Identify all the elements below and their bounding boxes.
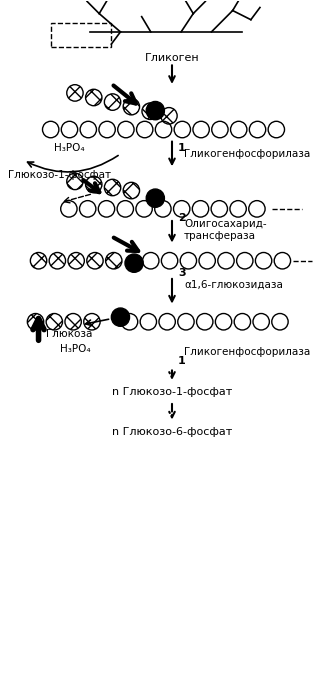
Circle shape <box>68 253 84 269</box>
Circle shape <box>123 98 139 115</box>
Text: Глюкоза: Глюкоза <box>46 329 92 339</box>
Text: α1,6-глюкозидаза: α1,6-глюкозидаза <box>184 280 283 290</box>
Circle shape <box>125 254 143 272</box>
Circle shape <box>111 308 129 326</box>
Circle shape <box>104 179 121 195</box>
Text: H₃PO₄: H₃PO₄ <box>53 143 84 153</box>
Text: Глюкозо-1-фосфат: Глюкозо-1-фосфат <box>8 171 111 181</box>
Text: Гликогенфосфорилаза: Гликогенфосфорилаза <box>184 347 310 357</box>
Circle shape <box>86 89 102 106</box>
Circle shape <box>87 253 103 269</box>
Circle shape <box>86 176 102 193</box>
Circle shape <box>30 253 47 269</box>
Circle shape <box>46 313 62 330</box>
Text: 1: 1 <box>178 143 186 153</box>
Circle shape <box>123 182 139 199</box>
Circle shape <box>49 253 65 269</box>
Circle shape <box>67 85 83 101</box>
Text: 2: 2 <box>178 213 186 223</box>
Text: Гликогенфосфорилаза: Гликогенфосфорилаза <box>184 149 310 159</box>
Text: Олигосахарид-
трансфераза: Олигосахарид- трансфераза <box>184 220 267 241</box>
Circle shape <box>67 173 83 189</box>
Text: n Глюкозо-6-фосфат: n Глюкозо-6-фосфат <box>112 427 232 437</box>
Circle shape <box>27 313 44 330</box>
Circle shape <box>161 108 177 124</box>
Text: Гликоген: Гликоген <box>145 53 199 63</box>
Circle shape <box>106 253 122 269</box>
Circle shape <box>142 103 158 119</box>
Text: H₃PO₄: H₃PO₄ <box>60 344 90 355</box>
Circle shape <box>65 313 81 330</box>
Circle shape <box>146 189 164 208</box>
Text: 1: 1 <box>178 357 186 367</box>
Text: n Глюкозо-1-фосфат: n Глюкозо-1-фосфат <box>112 387 232 397</box>
Circle shape <box>84 313 100 330</box>
Circle shape <box>104 94 121 111</box>
Circle shape <box>146 102 164 120</box>
Text: 3: 3 <box>178 268 186 278</box>
